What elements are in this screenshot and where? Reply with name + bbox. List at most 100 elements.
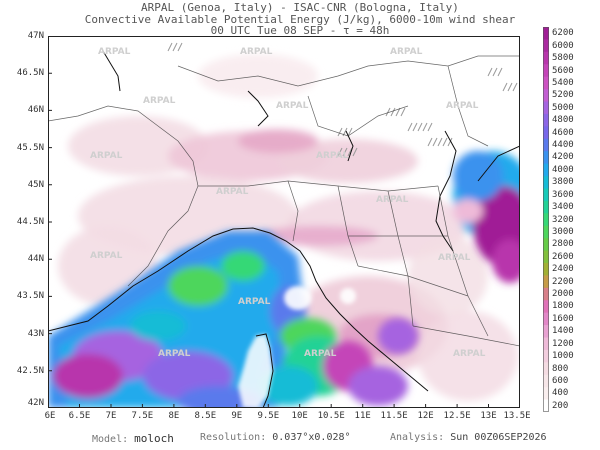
analysis-label: Analysis:: [390, 432, 445, 443]
colorbar-label: 2200: [552, 276, 574, 287]
colorbar-label: 3400: [552, 202, 574, 213]
watermark: ARPAL: [238, 297, 271, 307]
lon-label: 7.5E: [131, 411, 154, 421]
watermark: ARPAL: [390, 47, 423, 57]
colorbar-label: 3800: [552, 177, 574, 188]
colorbar-label: 2000: [552, 289, 574, 299]
lon-label: 13.5E: [503, 411, 531, 421]
colorbar-label: 4800: [552, 115, 574, 126]
watermark: ARPAL: [316, 151, 349, 161]
colorbar-swatch: [543, 200, 549, 214]
lon-label: 12E: [417, 411, 434, 421]
admin-borders: [48, 55, 520, 347]
colorbar-label: 5400: [552, 77, 574, 88]
footer-analysis: Analysis: Sun 00Z06SEP2026: [390, 432, 547, 443]
colorbar-swatch: [543, 213, 549, 227]
header-line-2: Convective Available Potential Energy (J…: [84, 12, 516, 26]
watermark: ARPAL: [446, 101, 479, 111]
wind-shear-barbs: [167, 42, 518, 157]
lon-label: 9E: [231, 411, 243, 421]
colorbar-swatch: [543, 250, 549, 264]
lon-label: 12.5E: [443, 411, 471, 421]
colorbar-swatch: [543, 387, 549, 401]
colorbar-label: 4200: [552, 152, 574, 163]
lat-label: 44N: [27, 254, 44, 265]
colorbar-swatch: [543, 312, 549, 326]
analysis-value: Sun 00Z06SEP2026: [450, 432, 547, 443]
colorbar-label: 4000: [552, 164, 574, 175]
colorbar-label: 3600: [552, 189, 574, 200]
lon-label: 7E: [105, 411, 117, 421]
lat-label: 45N: [27, 179, 44, 190]
watermark: ARPAL: [143, 96, 176, 106]
colorbar-label: 3200: [552, 214, 574, 225]
watermark: ARPAL: [90, 251, 123, 261]
colorbar-swatch: [543, 188, 549, 202]
colorbar-swatch: [543, 101, 549, 115]
colorbar-swatch: [543, 27, 549, 41]
lat-label: 47N: [27, 31, 44, 41]
colorbar-frame: [543, 27, 549, 412]
lon-label: 6.5E: [68, 411, 91, 421]
colorbar-swatch: [543, 225, 549, 239]
colorbar-swatch: [543, 349, 549, 363]
watermark: ARPAL: [216, 187, 249, 197]
resolution-label: Resolution:: [200, 432, 267, 443]
lon-label: 10.5E: [317, 411, 345, 421]
colorbar-label: 600: [552, 376, 569, 386]
lat-label: 42N: [27, 398, 44, 408]
watermark: ARPAL: [438, 253, 471, 263]
colorbar-swatch: [543, 138, 549, 152]
lon-label: 6E: [44, 411, 56, 421]
colorbar-label: 2800: [552, 239, 574, 250]
lat-label: 43.5N: [16, 291, 44, 302]
lon-label: 10E: [291, 411, 308, 421]
lon-label: 8.5E: [194, 411, 217, 421]
colorbar-label: 2600: [552, 251, 574, 262]
lat-label: 42.5N: [16, 365, 44, 376]
colorbar-label: 1400: [552, 326, 574, 337]
watermark: ARPAL: [453, 349, 486, 359]
colorbar-label: 200: [552, 400, 569, 411]
colorbar-swatch: [543, 151, 549, 165]
watermark: ARPAL: [376, 195, 409, 205]
colorbar-label: 4400: [552, 140, 574, 150]
colorbar-swatch: [543, 374, 549, 388]
footer-model: Model: moloch: [92, 432, 174, 445]
colorbar-label: 6000: [552, 40, 574, 51]
lat-label: 45.5N: [16, 142, 44, 153]
colorbar-swatch: [543, 399, 549, 412]
colorbar-label: 800: [552, 363, 569, 374]
colorbar-swatch: [543, 176, 549, 190]
lat-label: 43N: [27, 328, 44, 339]
colorbar-swatch: [543, 113, 549, 127]
map-ticks: [48, 36, 489, 408]
lon-label: 9.5E: [257, 411, 280, 421]
colorbar-swatch: [543, 163, 549, 177]
colorbar-label: 1800: [552, 301, 574, 312]
colorbar-swatch: [543, 126, 549, 140]
colorbar-swatch: [543, 262, 549, 276]
lon-label: 11E: [354, 411, 371, 421]
model-label: Model:: [92, 434, 129, 445]
colorbar-label: 1600: [552, 313, 574, 324]
colorbar-label: 5600: [552, 65, 574, 76]
colorbar-swatch: [543, 325, 549, 339]
watermark: ARPAL: [276, 101, 309, 111]
lon-label: 13E: [480, 411, 497, 421]
map-header: ARPAL (Genoa, Italy) - ISAC-CNR (Bologna…: [0, 2, 600, 37]
colorbar-swatch: [543, 362, 549, 376]
island-mask: [238, 286, 356, 408]
colorbar-label: 6200: [552, 28, 574, 39]
watermark: ARPAL: [304, 349, 337, 359]
watermarks: ARPAL ARPAL ARPAL ARPAL ARPAL ARPAL ARPA…: [90, 47, 486, 359]
header-line-1: ARPAL (Genoa, Italy) - ISAC-CNR (Bologna…: [141, 1, 459, 14]
cape-map: ARPAL ARPAL ARPAL ARPAL ARPAL ARPAL ARPA…: [48, 36, 520, 408]
watermark: ARPAL: [158, 349, 191, 359]
colorbar-label: 4600: [552, 127, 574, 138]
colorbar-swatch: [543, 337, 549, 351]
footer-resolution: Resolution: 0.037°x0.028°: [200, 432, 351, 443]
lon-label: 11.5E: [380, 411, 408, 421]
cape-high-sea-field: [48, 231, 418, 408]
watermark: ARPAL: [90, 151, 123, 161]
